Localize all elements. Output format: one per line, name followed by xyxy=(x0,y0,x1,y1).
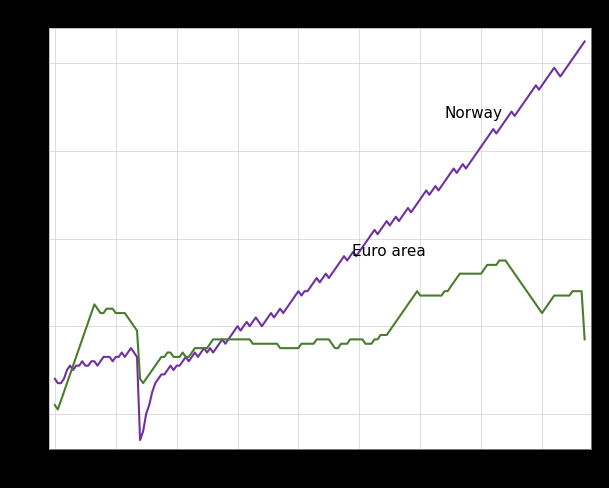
Text: Norway: Norway xyxy=(445,105,502,121)
Text: Euro area: Euro area xyxy=(352,244,426,259)
